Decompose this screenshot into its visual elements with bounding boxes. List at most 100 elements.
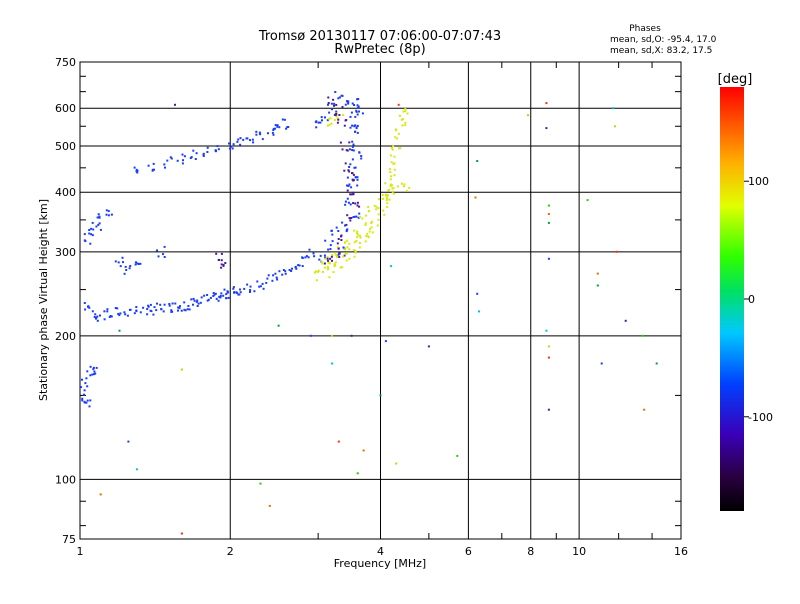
data-point [249,291,251,293]
data-point [346,239,349,242]
data-point [474,196,477,199]
data-point [357,106,360,109]
data-point [146,313,149,316]
data-point [386,194,389,197]
data-point [346,149,349,152]
data-point [401,124,404,127]
data-point [344,119,347,122]
x-tick-label: 16 [674,545,688,558]
data-point [291,267,293,270]
data-point [83,389,86,392]
data-point [91,310,94,313]
data-point [358,242,361,244]
data-point [367,205,370,208]
data-point [128,308,131,311]
data-point [398,114,401,117]
data-point [170,310,173,313]
data-point [274,124,277,127]
data-point [214,149,217,152]
data-point [177,306,180,309]
data-point [331,108,333,111]
data-point [246,283,249,286]
data-point [348,217,351,220]
data-point [389,185,392,188]
data-point [192,149,195,152]
data-point [356,178,359,181]
data-point [81,397,84,400]
data-point [94,313,97,316]
data-point [139,262,142,265]
data-point [94,372,97,375]
data-point [354,215,357,218]
data-point [255,133,258,136]
data-point [95,366,98,369]
data-point [329,248,332,250]
data-point [87,305,89,308]
data-point [391,190,394,193]
data-point [220,252,223,255]
data-point [350,334,353,337]
data-point [391,148,394,151]
data-point [91,234,94,237]
data-point [596,272,599,275]
data-point [643,408,646,411]
data-point [225,293,228,296]
data-point [547,221,550,224]
data-point [92,368,95,371]
data-point [174,103,176,106]
data-point [331,334,334,337]
data-point [195,152,198,155]
data-point [377,218,380,221]
data-point [334,264,337,267]
x-tick-label: 1 [77,545,84,558]
data-point [355,110,358,113]
data-point [215,297,218,300]
data-point [321,262,324,265]
data-point [327,102,330,104]
data-point [333,263,336,266]
data-point [192,297,195,300]
data-point [348,248,351,251]
data-point [181,153,184,156]
data-point [105,209,108,212]
data-point [218,259,221,261]
data-point [358,151,361,154]
data-point [287,126,290,128]
data-point [91,221,94,224]
data-point [170,309,173,312]
data-point [345,230,348,233]
data-point [344,248,347,251]
data-point [323,266,326,269]
data-point [353,166,356,169]
data-point [249,139,251,142]
data-point [338,96,341,99]
data-point [404,110,407,113]
data-point [278,126,281,129]
stats-block: Phases mean, sd,O: -95.4, 17.0 mean, sd,… [610,24,717,56]
data-point [393,174,396,177]
x-tick-label: 2 [227,545,234,558]
data-point [307,256,310,259]
data-point [105,213,108,216]
data-point [107,210,110,213]
data-point [320,116,323,119]
data-point [349,203,352,206]
data-point [290,270,293,272]
data-point [346,214,349,217]
data-point [399,147,402,150]
colorbar-tick-label: 0 [748,293,755,306]
data-point [328,117,331,120]
data-point [107,214,110,217]
data-point [261,282,264,285]
data-point [358,246,361,249]
data-point [527,114,529,117]
data-point [324,257,327,260]
data-point [350,111,353,114]
data-point [343,169,346,172]
data-point [329,117,332,120]
data-point [217,148,220,151]
data-point [99,493,102,496]
data-point [188,308,191,311]
data-point [129,265,132,267]
data-point [347,185,350,187]
